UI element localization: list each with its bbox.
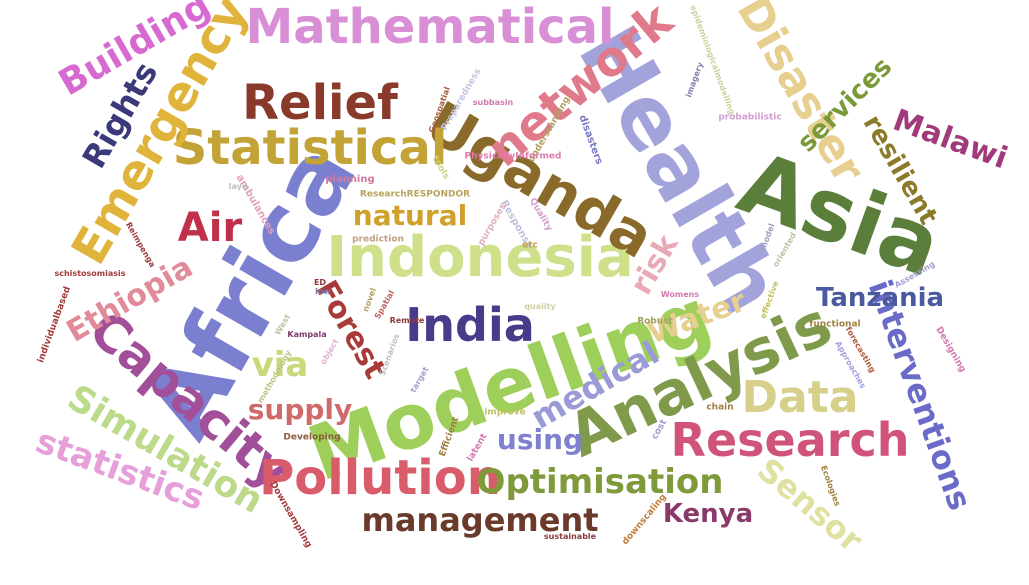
word-probabilistic: probabilistic	[718, 112, 782, 123]
word-quality: quality	[524, 302, 556, 311]
word-low: low	[315, 287, 331, 296]
word-pollution: Pollution	[259, 450, 501, 506]
word-robust: Robust	[637, 316, 673, 327]
word-womens: Womens	[660, 290, 700, 299]
word-object: object	[318, 337, 341, 367]
word-using: using	[496, 423, 584, 456]
word-researchrespondor: ResearchRESPONDOR	[359, 189, 471, 200]
word-schistosomiasis: schistosomiasis	[54, 269, 126, 278]
word-kenya: Kenya	[662, 499, 754, 529]
word-mathematical: Mathematical	[245, 0, 615, 55]
word-reimpenga: Reimpenga	[123, 220, 157, 269]
word-india: India	[405, 298, 535, 352]
word-ed: ED	[313, 278, 327, 287]
word-subbasin: subbasin	[472, 98, 514, 107]
word-sustainable: sustainable	[543, 532, 597, 541]
word-planning: planning	[325, 174, 375, 185]
word-supply: supply	[247, 393, 353, 426]
word-data: Data	[741, 372, 859, 423]
word-tanzania: Tanzania	[815, 283, 945, 313]
word-indonesia: Indonesia	[326, 225, 634, 290]
word-via: via	[251, 345, 309, 385]
word-statistical: Statistical	[172, 120, 448, 176]
word-remote: Remote	[389, 316, 425, 325]
word-developing: Developing	[283, 432, 341, 443]
word-designing: Designing	[933, 325, 968, 375]
word-optimisation: Optimisation	[476, 462, 724, 502]
word-prediction: prediction	[352, 234, 404, 245]
word-relief: Relief	[242, 75, 398, 131]
word-functional: functional	[809, 319, 861, 330]
word-research: Research	[670, 413, 910, 467]
word-imagery: imagery	[684, 61, 706, 99]
word-natural: natural	[352, 199, 468, 232]
word-kampala: Kampala	[287, 330, 327, 339]
word-sensor: Sensor	[750, 450, 870, 560]
word-iaya: Iaya	[228, 182, 248, 191]
word-physicallyinformed: PhysicallyInformed	[464, 151, 562, 162]
word-etc: etc	[522, 240, 538, 251]
word-air: Air	[177, 205, 243, 251]
word-chain: chain	[706, 402, 734, 413]
word-management: management	[361, 501, 599, 539]
word-improve: improve	[484, 407, 526, 418]
